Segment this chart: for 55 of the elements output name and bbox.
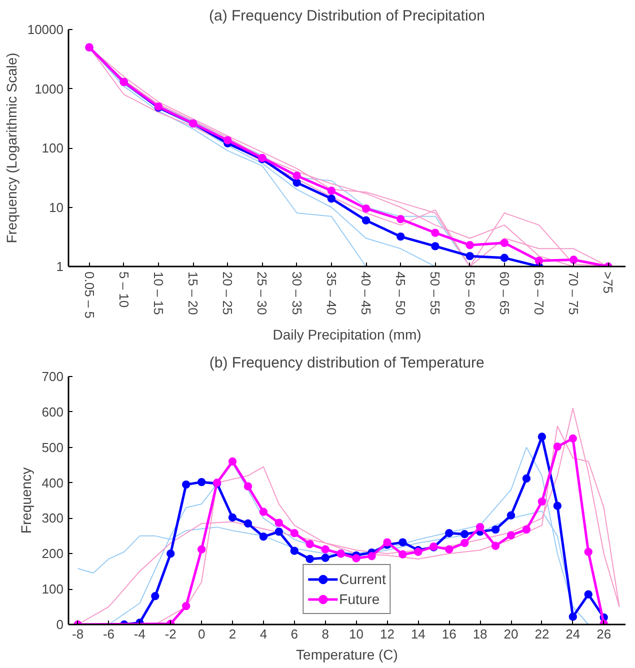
x-tick-label: 10 – 15 [150, 272, 166, 315]
x-tick-label: 20 – 25 [220, 272, 236, 315]
x-tick-label: 4 [260, 626, 268, 642]
y-tick-label: 100 [42, 582, 64, 597]
x-tick-label: 60 – 65 [496, 272, 512, 315]
y-tick-label: 700 [42, 369, 64, 384]
x-tick-label: 6 [290, 626, 298, 642]
x-tick-label: 26 [596, 626, 612, 642]
x-tick-label: -8 [72, 626, 84, 642]
x-tick-label: >75 [600, 272, 616, 294]
y-axis-title: Frequency (Logarithmic Scale) [3, 52, 20, 244]
x-tick-label: 50 – 55 [428, 272, 443, 315]
y-tick-label: 10 [49, 200, 64, 215]
x-tick-label: 65 – 70 [532, 272, 547, 315]
x-tick-label: 0.05 – 5 [82, 272, 97, 318]
x-tick-label: 45 – 50 [393, 272, 408, 315]
y-tick-label: 0 [56, 617, 64, 632]
x-tick-label: 24 [566, 626, 580, 642]
chart-title: (a) Frequency Distribution of Precipitation [209, 8, 485, 24]
chart-title: (b) Frequency distribution of Temperature [209, 354, 484, 372]
x-tick-label: 20 [504, 626, 518, 642]
y-tick-label: 400 [42, 475, 64, 490]
y-tick-label: 10000 [27, 22, 64, 37]
y-tick-label: 1000 [34, 81, 64, 96]
x-tick-label: 22 [534, 626, 550, 642]
x-tick-label: 70 – 75 [566, 272, 582, 315]
y-tick-label: 300 [42, 510, 64, 526]
y-tick-label: 1 [56, 259, 64, 274]
x-tick-label: 8 [322, 626, 329, 642]
x-tick-label: 12 [380, 626, 394, 642]
x-tick-label: 25 – 30 [254, 272, 270, 315]
x-axis-title: Temperature (C) [296, 646, 398, 662]
x-tick-label: 10 [349, 626, 364, 642]
x-axis-title: Daily Precipitation (mm) [272, 326, 422, 342]
x-tick-label: 30 – 35 [289, 272, 304, 315]
x-tick-label: 18 [472, 626, 488, 642]
y-axis-title: Frequency [18, 467, 34, 534]
x-tick-label: -2 [164, 626, 176, 642]
x-tick-label: -6 [102, 626, 115, 642]
x-tick-label: 2 [228, 626, 236, 642]
x-tick-label: 5 – 10 [116, 272, 132, 308]
y-tick-label: 200 [42, 546, 64, 562]
x-tick-label: 40 – 45 [358, 272, 374, 315]
x-tick-label: 55 – 60 [462, 272, 478, 315]
x-tick-label: 0 [198, 626, 206, 642]
x-tick-label: -4 [134, 626, 146, 642]
legend-label: Current [339, 571, 386, 587]
legend-label: Future [339, 591, 380, 607]
x-tick-label: 16 [442, 626, 456, 642]
y-tick-label: 500 [42, 440, 64, 455]
y-tick-label: 600 [42, 404, 64, 420]
y-tick-label: 100 [42, 140, 64, 156]
x-tick-label: 14 [410, 626, 426, 642]
x-tick-label: 35 – 40 [324, 272, 339, 315]
x-tick-label: 15 – 20 [186, 272, 201, 315]
